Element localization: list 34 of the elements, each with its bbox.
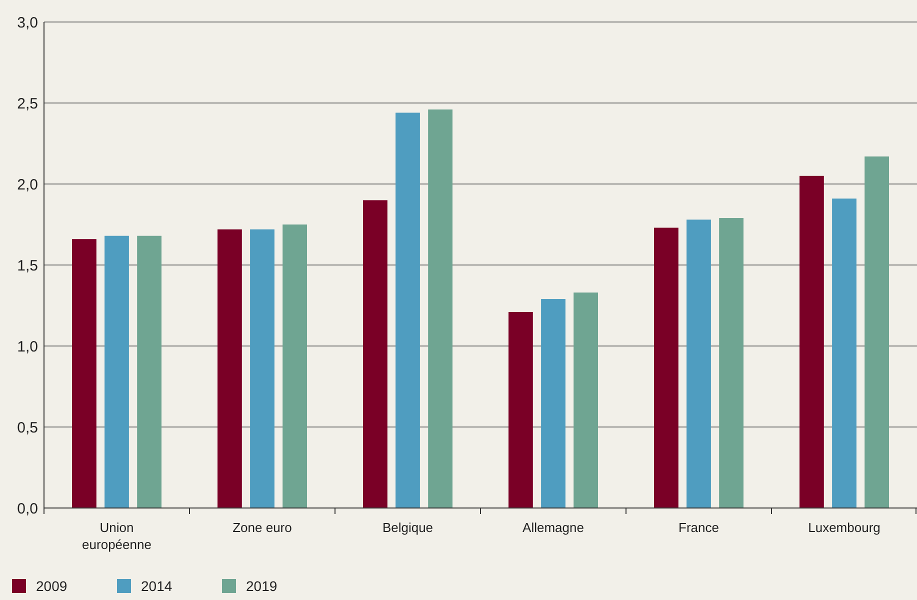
- x-tick-label: Union européenne: [82, 520, 152, 552]
- x-tick-label: Belgique: [382, 520, 434, 535]
- bar: [282, 224, 307, 508]
- bar: [574, 292, 598, 508]
- bar: [137, 236, 162, 508]
- bar: [218, 229, 242, 508]
- bar: [508, 312, 533, 508]
- legend-label: 2009: [36, 578, 68, 594]
- y-tick-label: 2,0: [17, 176, 38, 194]
- bar: [800, 176, 824, 508]
- x-tick-label: France: [678, 520, 719, 535]
- x-tick-label: Zone euro: [232, 520, 292, 535]
- bar: [428, 109, 452, 508]
- bar: [864, 156, 889, 508]
- legend-label: 2019: [246, 578, 278, 594]
- bar: [104, 236, 129, 508]
- x-tick-label: Allemagne: [522, 520, 584, 535]
- bar: [250, 229, 274, 508]
- bar: [654, 228, 678, 508]
- legend-label: 2014: [141, 578, 172, 594]
- y-tick-label: 0,0: [17, 500, 38, 518]
- bar: [72, 239, 96, 508]
- y-tick-label: 0,5: [17, 419, 38, 436]
- y-tick-label: 1,0: [17, 338, 38, 356]
- bar: [363, 200, 388, 508]
- bar: [719, 218, 744, 508]
- bar: [541, 299, 566, 508]
- bar: [396, 112, 420, 508]
- y-tick-label: 1,5: [17, 257, 38, 274]
- bar: [832, 198, 856, 508]
- y-tick-label: 3,0: [17, 14, 38, 32]
- y-tick-label: 2,5: [17, 95, 38, 112]
- x-tick-label: Luxembourg: [808, 520, 880, 535]
- bar: [686, 220, 711, 508]
